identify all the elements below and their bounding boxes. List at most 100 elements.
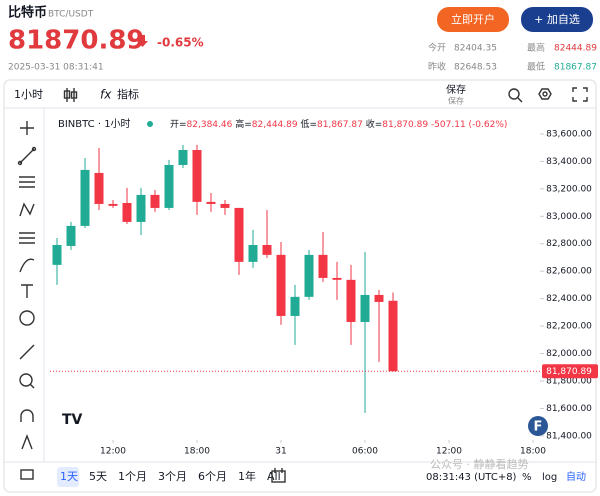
y-tick-label: 81,600.00 [546, 404, 592, 414]
y-tick-label: 81,800.00 [546, 376, 592, 386]
last-price-box [542, 364, 598, 379]
x-tick-label: 31 [275, 447, 286, 457]
drawing-tools[interactable] [17, 121, 37, 480]
auto-toggle[interactable]: 自动 [566, 470, 586, 483]
candle-body [388, 300, 398, 372]
range-option[interactable]: 6个月 [198, 470, 227, 483]
last-price-label: 81,870.89 [546, 367, 592, 377]
candle-body [192, 150, 202, 202]
range-option[interactable]: 3个月 [158, 470, 187, 483]
price: 81870.89 [8, 26, 145, 56]
interval[interactable]: 1小时 [14, 88, 43, 101]
candle-body [234, 207, 244, 262]
candle-body [248, 244, 258, 262]
ohlc-label: 开= [170, 119, 187, 130]
range-option[interactable]: 1年 [238, 469, 256, 483]
ohlc-legend: 开=82,384.46 高=82,444.89 低=81,867.87 收=81… [170, 118, 507, 130]
chart-frame [3, 79, 597, 493]
candle-body [178, 150, 188, 165]
ohlc-value: 82,384.46 [187, 120, 233, 130]
clock: 08:31:43 (UTC+8) [426, 472, 517, 483]
indicators[interactable]: 指标 [117, 87, 139, 101]
candle-body [332, 277, 342, 280]
ohlc-label: 低= [300, 118, 317, 130]
stat-label: 最低 [527, 61, 545, 73]
range-option[interactable]: 5天 [89, 470, 107, 483]
range-option[interactable]: All [267, 470, 281, 483]
stat-value: 82404.35 [454, 44, 497, 54]
search-icon[interactable] [508, 88, 523, 103]
y-tick-label: 83,000.00 [546, 212, 592, 222]
candle-body [360, 294, 370, 322]
y-tick-label: 83,400.00 [546, 157, 592, 167]
range-option[interactable]: 1天 [60, 470, 78, 483]
range-bar: 1天 5天 1个月 3个月 6个月 1年 All [57, 467, 281, 487]
candle-body [136, 194, 146, 222]
stat-label: 今开 [428, 42, 446, 54]
candle-body [318, 254, 328, 278]
watchlist-label[interactable]: + 加自选 [534, 13, 580, 26]
ohlc-value: 81,870.89 [382, 120, 428, 130]
ohlc-label: 高= [235, 118, 252, 130]
ohlc-value: 82,444.89 [252, 120, 298, 130]
ohlc-value: 81,867.87 [317, 120, 363, 130]
x-tick-label: 06:00 [352, 447, 378, 457]
stat-value: 82444.89 [554, 44, 597, 54]
candle-body [80, 169, 90, 226]
open-account-label[interactable]: 立即开户 [451, 12, 495, 26]
x-tick-label: 12:00 [100, 447, 126, 457]
x-tick-label: 18:00 [520, 447, 546, 457]
settings-icon[interactable] [538, 88, 552, 100]
fullscreen-icon[interactable] [572, 87, 588, 102]
f-badge-text: F [534, 420, 543, 435]
asset-symbol: BTC/USDT [48, 10, 94, 20]
candle-body [346, 279, 356, 322]
x-tick-label: 18:00 [184, 447, 210, 457]
ohlc-label: 收= [366, 118, 383, 130]
watchlist-button[interactable] [521, 7, 593, 32]
live-dot [147, 121, 153, 127]
candle-body [374, 294, 384, 302]
candle-type-icon[interactable] [63, 88, 78, 102]
timestamp: 2025-03-31 08:31:41 [8, 63, 104, 73]
candle-body [304, 254, 314, 297]
range-option[interactable]: 1个月 [118, 470, 147, 483]
candle-body [290, 296, 300, 316]
save[interactable]: 保存 [446, 83, 466, 96]
candle-body [150, 194, 160, 208]
candle-body [164, 164, 174, 208]
fx-icon[interactable]: fx [100, 88, 112, 102]
candle-body [122, 202, 132, 222]
stat-value: 81867.87 [554, 63, 597, 73]
candle-body [108, 203, 118, 206]
candle-body [66, 225, 76, 246]
log-toggle[interactable]: log [542, 472, 557, 483]
save-sub[interactable]: 保存 [448, 96, 464, 106]
watermark: 公众号 · 静静看趋势 [430, 457, 529, 471]
range-selected [57, 467, 79, 487]
stat-value: 82648.53 [454, 63, 497, 73]
stat-label: 最高 [527, 42, 545, 54]
candle-body [262, 244, 272, 255]
down-arrow [137, 35, 148, 47]
tv-logo: TV [62, 412, 83, 428]
f-badge [528, 416, 548, 436]
percent-toggle[interactable]: % [522, 472, 532, 483]
candle-body [52, 244, 62, 265]
y-tick-label: 81,400.00 [546, 431, 592, 441]
y-tick-label: 82,800.00 [546, 239, 592, 249]
stat-label: 昨收 [428, 61, 446, 73]
candle-body [206, 201, 216, 204]
y-tick-label: 82,200.00 [546, 322, 592, 332]
x-tick-label: 12:00 [436, 447, 462, 457]
y-tick-label: 83,200.00 [546, 184, 592, 194]
candle-body [276, 254, 286, 316]
candle-body [220, 203, 230, 208]
calendar-icon[interactable] [271, 468, 286, 483]
asset-name: 比特币 [8, 5, 47, 21]
open-account-button[interactable] [437, 7, 509, 32]
ohlc-text: 开=82,384.46 高=82,444.89 低=81,867.87 收=81… [170, 118, 507, 130]
y-tick-label: 82,400.00 [546, 294, 592, 304]
y-tick-label: 82,000.00 [546, 349, 592, 359]
